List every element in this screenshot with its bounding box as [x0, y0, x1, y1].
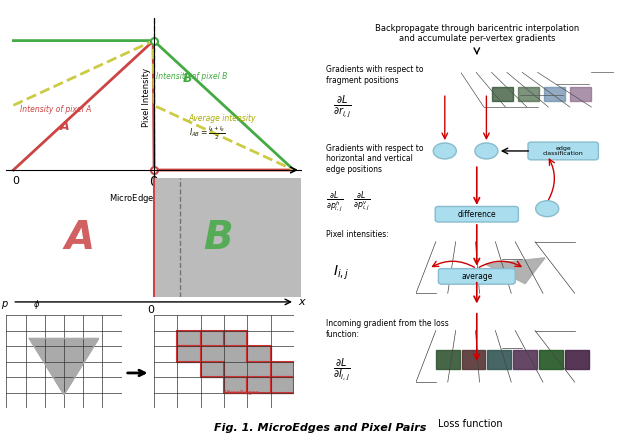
- Text: B: B: [183, 71, 193, 85]
- Circle shape: [536, 201, 559, 217]
- Bar: [513, 350, 537, 369]
- Text: $p$: $p$: [1, 299, 8, 311]
- Text: Backpropagate through baricentric interpolation
and accumulate per-vertex gradie: Backpropagate through baricentric interp…: [374, 24, 579, 43]
- Bar: [224, 377, 248, 393]
- Bar: [436, 350, 460, 369]
- Text: $x$: $x$: [298, 297, 307, 307]
- Text: Gradients with respect to
horizontal and vertical
edge positions: Gradients with respect to horizontal and…: [326, 144, 424, 174]
- FancyBboxPatch shape: [435, 206, 518, 222]
- X-axis label: MicroEdge position $p$: MicroEdge position $p$: [109, 192, 198, 205]
- Text: $\times$: $\times$: [543, 203, 552, 214]
- Bar: [200, 362, 224, 377]
- Text: MicroEdges: MicroEdges: [223, 390, 259, 396]
- Text: Pixel intensities:: Pixel intensities:: [326, 230, 389, 239]
- Text: B: B: [204, 218, 233, 257]
- Text: $I_{AB} = \frac{I_A+I_B}{2}$: $I_{AB} = \frac{I_A+I_B}{2}$: [189, 125, 225, 143]
- Text: Intensity of pixel B: Intensity of pixel B: [156, 71, 228, 81]
- Bar: [544, 87, 565, 101]
- Text: A: A: [60, 119, 69, 133]
- Bar: [177, 331, 200, 346]
- Bar: [248, 346, 271, 362]
- Text: A: A: [65, 218, 95, 257]
- Bar: [224, 362, 248, 377]
- Bar: [271, 377, 294, 393]
- Text: 0: 0: [12, 176, 19, 186]
- Text: Intensity of pixel A: Intensity of pixel A: [20, 105, 92, 114]
- Bar: [200, 331, 224, 346]
- Bar: [200, 362, 224, 377]
- Bar: [177, 346, 200, 362]
- Text: $\frac{\partial L}{\partial p^h_{i,j}}\quad\frac{\partial L}{\partial p^v_{i,j}}: $\frac{\partial L}{\partial p^h_{i,j}}\q…: [326, 189, 371, 214]
- Bar: [461, 350, 486, 369]
- Bar: [492, 87, 513, 101]
- Text: $\frac{\partial L}{\partial I_{i,j}}$: $\frac{\partial L}{\partial I_{i,j}}$: [333, 357, 350, 383]
- Bar: [248, 362, 271, 377]
- Bar: [224, 346, 248, 362]
- Bar: [177, 331, 200, 346]
- Bar: [488, 350, 511, 369]
- Text: Fig. 1. MicroEdges and Pixel Pairs: Fig. 1. MicroEdges and Pixel Pairs: [214, 424, 426, 433]
- Bar: [539, 350, 563, 369]
- Text: Loss function: Loss function: [438, 419, 502, 429]
- Bar: [200, 346, 224, 362]
- Text: edge
classification: edge classification: [543, 146, 584, 156]
- Y-axis label: Pixel Intensity: Pixel Intensity: [142, 68, 151, 127]
- Bar: [271, 362, 294, 377]
- Text: 0: 0: [147, 305, 154, 315]
- Text: $\times\frac{\partial p}{\partial r}$: $\times\frac{\partial p}{\partial r}$: [438, 144, 451, 158]
- Bar: [200, 331, 224, 346]
- Polygon shape: [486, 258, 545, 284]
- Text: Incoming gradient from the loss
function:: Incoming gradient from the loss function…: [326, 319, 449, 339]
- Bar: [271, 362, 294, 377]
- Bar: [224, 377, 248, 393]
- Text: Average intensity: Average intensity: [189, 114, 256, 123]
- Circle shape: [433, 143, 456, 159]
- Text: $I_{i,j}$: $I_{i,j}$: [333, 263, 349, 282]
- Circle shape: [475, 143, 498, 159]
- Text: Gradients with respect to
fragment positions: Gradients with respect to fragment posit…: [326, 65, 424, 85]
- FancyBboxPatch shape: [438, 269, 515, 284]
- Bar: [154, 178, 301, 297]
- Text: average: average: [461, 272, 493, 281]
- Bar: [248, 346, 271, 362]
- Bar: [564, 350, 589, 369]
- Bar: [570, 87, 591, 101]
- Bar: [248, 377, 271, 393]
- Text: difference: difference: [458, 210, 496, 218]
- Polygon shape: [29, 338, 99, 395]
- Text: $\frac{\partial L}{\partial r_{i,j}}$: $\frac{\partial L}{\partial r_{i,j}}$: [333, 94, 351, 120]
- Text: $\phi$: $\phi$: [33, 298, 40, 311]
- FancyBboxPatch shape: [528, 142, 598, 160]
- Bar: [177, 346, 200, 362]
- Bar: [518, 87, 539, 101]
- Text: $\times\frac{\partial p}{\partial r}$: $\times\frac{\partial p}{\partial r}$: [480, 144, 493, 158]
- Bar: [224, 331, 248, 346]
- Bar: [248, 377, 271, 393]
- Bar: [271, 377, 294, 393]
- Bar: [224, 331, 248, 346]
